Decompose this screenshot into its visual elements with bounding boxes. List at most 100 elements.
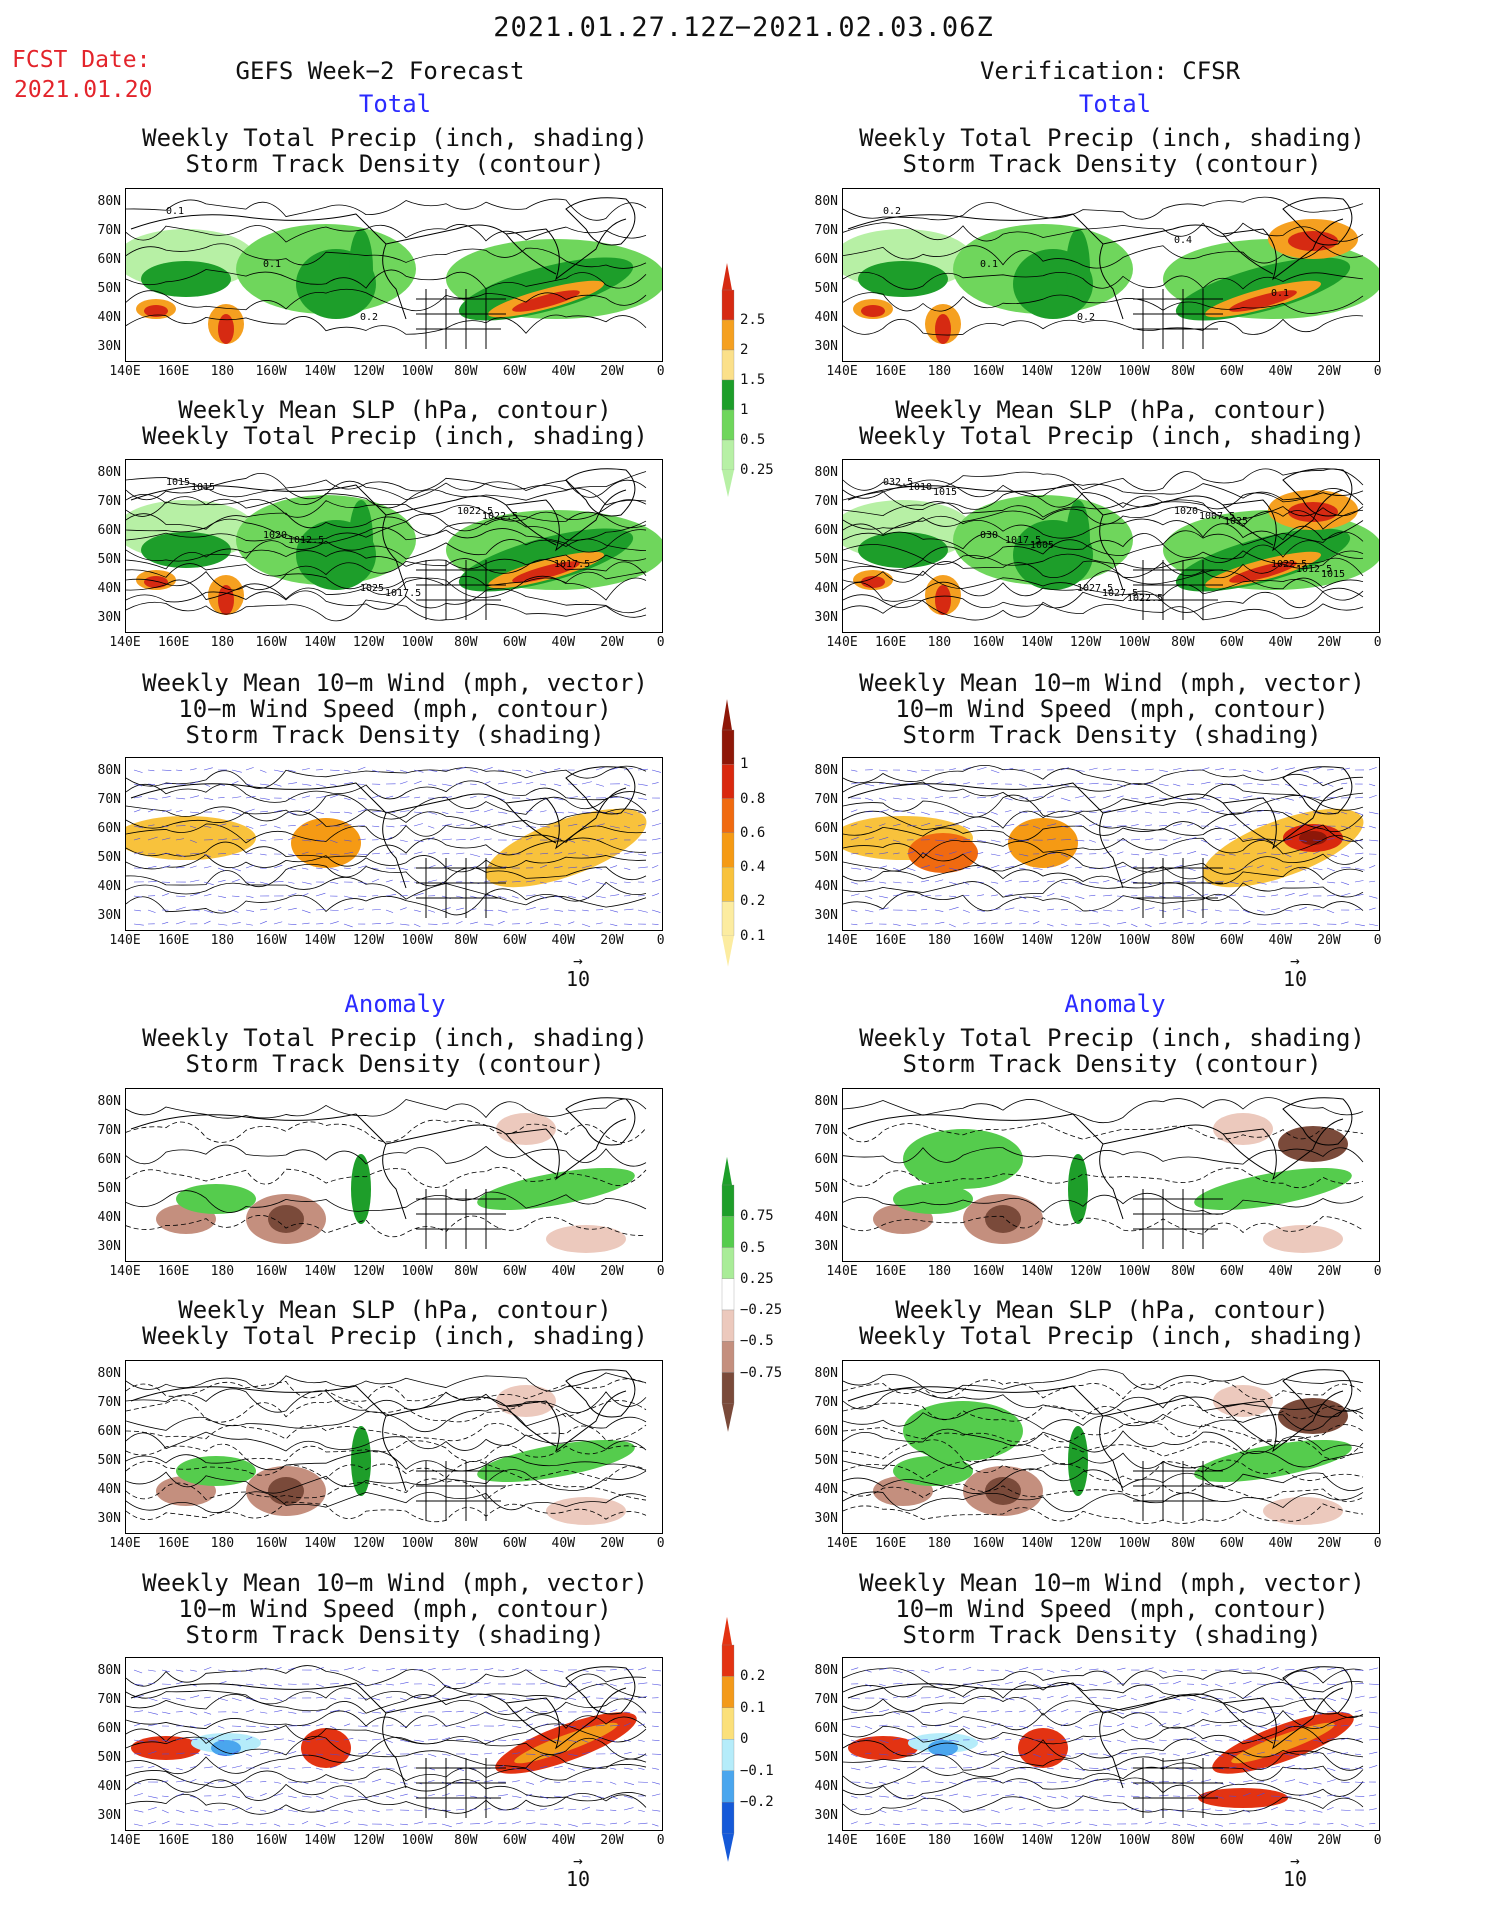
colorbar-label: 0.25 <box>740 462 774 478</box>
colorbar-swatch <box>721 866 735 902</box>
colorbar-label: 0.8 <box>740 790 766 807</box>
precip-shade <box>1229 290 1297 312</box>
contour-label: 0.2 <box>1077 312 1095 323</box>
anom-shade <box>1278 1126 1348 1162</box>
lon-tick-label: 180 <box>927 1264 952 1279</box>
lat-tick-label: 30N <box>97 339 121 354</box>
colorbar-label: 0.4 <box>740 859 766 876</box>
storm-shade <box>1008 818 1078 868</box>
anom-shade <box>477 1439 635 1483</box>
storm-shade <box>1299 831 1327 845</box>
anom-shade <box>903 1129 1023 1189</box>
lon-tick-label: 140E <box>109 635 141 650</box>
lon-tick-label: 160W <box>255 1536 287 1551</box>
ob-map-panel-2 <box>842 757 1380 931</box>
lon-tick-label: 120W <box>1069 933 1102 948</box>
lon-tick-label: 120W <box>1069 1536 1102 1551</box>
contour-lines <box>843 196 1364 336</box>
lat-tick-label: 50N <box>97 1750 121 1765</box>
colorbar-swatch <box>721 1801 735 1834</box>
lon-tick-label: 160E <box>158 933 190 948</box>
ob-map-panel-3 <box>842 1088 1380 1262</box>
lat-tick-label: 50N <box>97 281 121 296</box>
lon-tick-label: 40W <box>551 635 576 650</box>
colorbar-swatch <box>721 1216 735 1248</box>
lon-tick-label: 0 <box>1373 1833 1382 1848</box>
lat-tick-label: 80N <box>97 1366 121 1381</box>
lon-tick-label: 100W <box>401 1264 433 1279</box>
wind-vectors <box>850 766 1379 928</box>
contour-lines <box>126 765 647 916</box>
lat-tick-label: 50N <box>814 850 838 865</box>
lon-tick-label: 40W <box>1268 1536 1293 1551</box>
contour-label: 1010 <box>908 482 932 493</box>
left-column-title: GEFS Week−2 Forecast <box>235 57 525 85</box>
lon-tick-label: 40W <box>551 933 576 948</box>
lon-tick-label: 20W <box>1317 635 1341 650</box>
coastline <box>847 1369 1353 1521</box>
lon-tick-label: 60W <box>1219 364 1244 379</box>
coastline <box>847 1097 1353 1249</box>
lat-tick-label: 80N <box>814 1094 838 1109</box>
contour-lines <box>843 1369 1364 1525</box>
lat-tick-label: 70N <box>97 494 121 509</box>
lon-tick-label: 100W <box>401 1833 433 1848</box>
coastline <box>130 197 636 349</box>
contour-label: 0.2 <box>360 312 378 323</box>
panel-title: Weekly Mean SLP (hPa, contour) Weekly To… <box>142 396 648 450</box>
lat-tick-label: 50N <box>97 1453 121 1468</box>
contour-label: 032.5 <box>883 477 913 488</box>
lat-tick-label: 40N <box>97 1482 121 1497</box>
lon-tick-label: 160E <box>158 635 190 650</box>
lon-tick-label: 120W <box>352 1536 385 1551</box>
lat-tick-label: 70N <box>97 1123 121 1138</box>
colorbar-swatch <box>721 729 735 765</box>
contour-label: 1020 <box>1174 506 1198 517</box>
lon-tick-label: 140E <box>109 1264 141 1279</box>
lon-tick-label: 160E <box>158 1264 190 1279</box>
vector-reference: → 10 <box>1270 953 1320 992</box>
lat-tick-label: 40N <box>97 1210 121 1225</box>
lon-tick-label: 40W <box>1268 364 1293 379</box>
lon-tick-label: 100W <box>401 635 433 650</box>
contour-label: 1022.5 <box>1127 593 1163 604</box>
arrow-icon: → <box>573 1851 583 1870</box>
contour-label: 0.1 <box>166 206 184 217</box>
contour-label: 1027.5 <box>1102 588 1138 599</box>
lat-tick-label: 70N <box>814 1692 838 1707</box>
lon-tick-label: 0 <box>656 1833 665 1848</box>
anom-shade <box>893 1184 973 1214</box>
fc-map-panel-2 <box>125 757 663 931</box>
lon-tick-label: 0 <box>656 1264 665 1279</box>
lon-tick-label: 40W <box>1268 1264 1293 1279</box>
colorbar-label: 0.75 <box>740 1208 774 1225</box>
precip-shade <box>935 314 951 344</box>
anom-shade <box>1213 1385 1273 1417</box>
lat-tick-label: 50N <box>97 552 121 567</box>
lon-tick-label: 180 <box>927 1536 952 1551</box>
wind-vectors <box>850 1666 1379 1827</box>
panel-title: Weekly Total Precip (inch, shading) Stor… <box>142 124 648 178</box>
colorbar-label: 2.5 <box>740 312 766 328</box>
fc-map-panel-5 <box>125 1657 663 1831</box>
ob-map-panel-1: 032.5 030 1027.5 1020 1022.5 1010 1017.5 1027.5… <box>842 459 1380 633</box>
lon-tick-label: 80W <box>454 1536 478 1551</box>
lon-tick-label: 100W <box>1118 933 1150 948</box>
lon-tick-label: 100W <box>1118 1264 1150 1279</box>
contour-label: 1025 <box>360 583 384 594</box>
lon-tick-label: 60W <box>1219 1264 1244 1279</box>
arrow-icon: → <box>1290 1851 1300 1870</box>
lat-tick-label: 30N <box>97 908 121 923</box>
contour-label: 030 <box>980 530 998 541</box>
lon-tick-label: 100W <box>1118 635 1150 650</box>
colorbar-swatch <box>721 1184 735 1217</box>
anom-shade <box>546 1225 626 1253</box>
coastline <box>130 1097 636 1249</box>
anom-shade <box>268 1477 304 1505</box>
lon-tick-label: 20W <box>600 1536 624 1551</box>
contour-label: 1015 <box>1321 569 1345 580</box>
lat-tick-label: 30N <box>97 1511 121 1526</box>
contour-label: 1022.5 <box>482 511 518 522</box>
lon-tick-label: 160W <box>972 1833 1004 1848</box>
colorbar-label: 0.5 <box>740 432 766 448</box>
